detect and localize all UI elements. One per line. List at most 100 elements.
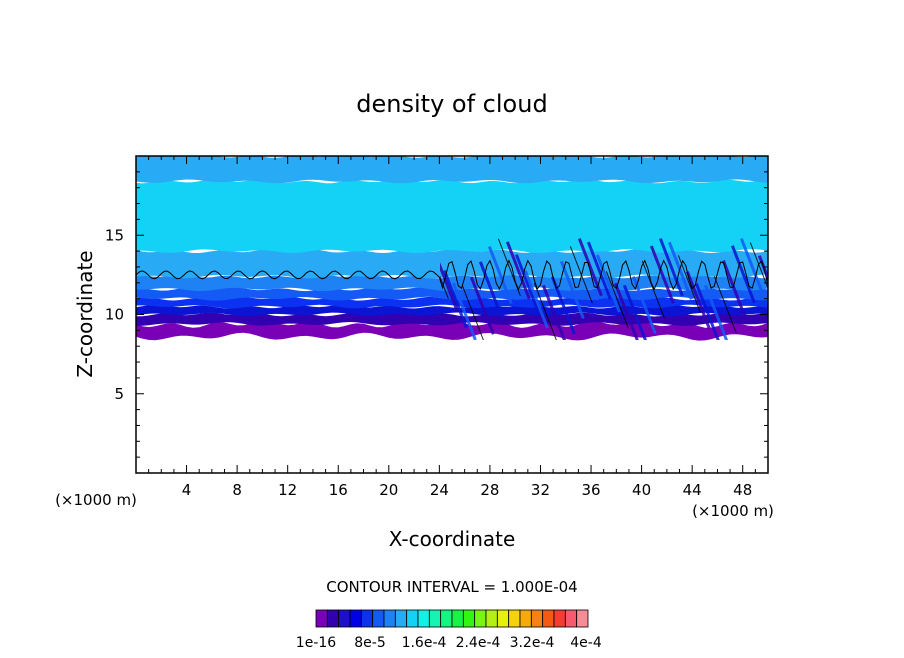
colorbar-swatch (485, 609, 498, 628)
wave-streak (849, 272, 871, 329)
wave-streak (649, 245, 675, 304)
colorbar-swatch (394, 609, 408, 628)
wave-streak (469, 276, 495, 335)
wave-streak (631, 276, 657, 335)
colorbar-swatch (417, 609, 430, 628)
x-tick-label: 20 (379, 481, 398, 499)
x-tick-label: 24 (430, 481, 449, 499)
wave-streak (894, 245, 904, 302)
colorbar-label: 2.4e-4 (456, 635, 501, 651)
colorbar-swatch (326, 609, 340, 628)
colorbar-swatch (383, 609, 396, 628)
x-tick-label: 40 (632, 481, 651, 499)
colorbar-label: 1.6e-4 (402, 635, 447, 651)
plot-area (136, 156, 904, 342)
y-tick-label: 5 (114, 385, 124, 403)
colorbar-label: 3.2e-4 (510, 635, 555, 651)
colorbar-swatch (496, 609, 510, 628)
y-axis-ticks: 5 10 15 (105, 171, 768, 458)
colorbar-swatch (338, 609, 351, 628)
colorbar-swatch (406, 609, 419, 628)
wave-streak (677, 255, 701, 313)
wave-streak (885, 260, 904, 317)
wave-streak (667, 241, 693, 300)
wave-streak (658, 238, 684, 297)
x-unit-right: (×1000 m) (692, 502, 774, 520)
wave-streak (523, 270, 549, 329)
wave-streak (442, 269, 468, 329)
colorbar (315, 609, 589, 628)
colorbar-swatch (372, 609, 385, 628)
contour-interval-label: CONTOUR INTERVAL = 1.000E-04 (326, 578, 577, 596)
wave-streak (641, 260, 665, 319)
wave-streak (777, 284, 799, 341)
density-layers (136, 156, 768, 341)
x-axis-label: X-coordinate (389, 527, 516, 551)
colorbar-swatch (474, 609, 487, 628)
wave-streak (813, 245, 835, 302)
wave-streak (451, 282, 477, 340)
wave-streak (713, 276, 737, 334)
colorbar-swatch (440, 609, 453, 628)
density-layer (136, 296, 768, 309)
contour-line (136, 259, 768, 291)
wave-streak (703, 284, 729, 340)
x-tick-label: 44 (683, 481, 702, 499)
density-layer (136, 156, 768, 184)
density-layer (136, 179, 768, 254)
wave-streak (795, 276, 817, 333)
colorbar-swatch (451, 609, 464, 628)
wave-streak (822, 239, 844, 296)
wave-streak (749, 242, 768, 290)
x-tick-label: 4 (182, 481, 192, 499)
wave-streak (876, 276, 898, 333)
wave-streak (586, 241, 612, 300)
x-tick-label: 16 (329, 481, 348, 499)
colorbar-swatch (564, 609, 578, 628)
density-layer (136, 312, 768, 326)
wave-streak (766, 272, 768, 276)
wave-streak (505, 241, 531, 300)
wave-streak (440, 275, 449, 299)
colorbar-label: 4e-4 (570, 635, 602, 651)
y-axis-label: Z-coordinate (73, 250, 97, 377)
colorbar-label: 1e-16 (296, 635, 336, 651)
colorbar-swatch (576, 609, 589, 628)
wave-streak (440, 262, 459, 312)
wave-streak (831, 243, 853, 300)
wave-streak (730, 245, 756, 304)
wave-streak (840, 256, 862, 313)
density-layer (136, 320, 768, 341)
colorbar-swatch (530, 609, 544, 628)
wave-streak (613, 282, 639, 340)
colorbar-labels: 1e-16 8e-5 1.6e-4 2.4e-4 3.2e-4 4e-4 (296, 635, 602, 651)
wave-streak (487, 246, 513, 305)
colorbar-swatch (553, 609, 566, 628)
x-tick-label: 28 (480, 481, 499, 499)
colorbar-swatch (349, 609, 362, 628)
colorbar-swatch (519, 609, 532, 628)
wave-streak (605, 271, 629, 329)
colorbar-swatch (542, 609, 555, 628)
wave-streak (478, 261, 504, 320)
wave-streak (739, 238, 765, 297)
x-tick-label: 8 (232, 481, 242, 499)
x-unit-left: (×1000 m) (55, 491, 137, 509)
wave-streak (622, 284, 648, 340)
x-tick-label: 36 (581, 481, 600, 499)
wave-streak (559, 260, 585, 319)
colorbar-swatch (360, 609, 374, 628)
colorbar-swatch (508, 609, 521, 628)
wave-streak (514, 254, 540, 313)
wave-streak (867, 285, 889, 342)
y-tick-label: 10 (105, 306, 124, 324)
colorbar-swatch (462, 609, 476, 628)
colorbar-swatch (428, 609, 442, 628)
x-tick-label: 48 (733, 481, 752, 499)
wave-streak (721, 260, 747, 319)
chart-title: density of cloud (356, 90, 547, 118)
wave-streak (595, 254, 621, 313)
x-tick-label: 32 (531, 481, 550, 499)
wave-streak (804, 260, 826, 317)
